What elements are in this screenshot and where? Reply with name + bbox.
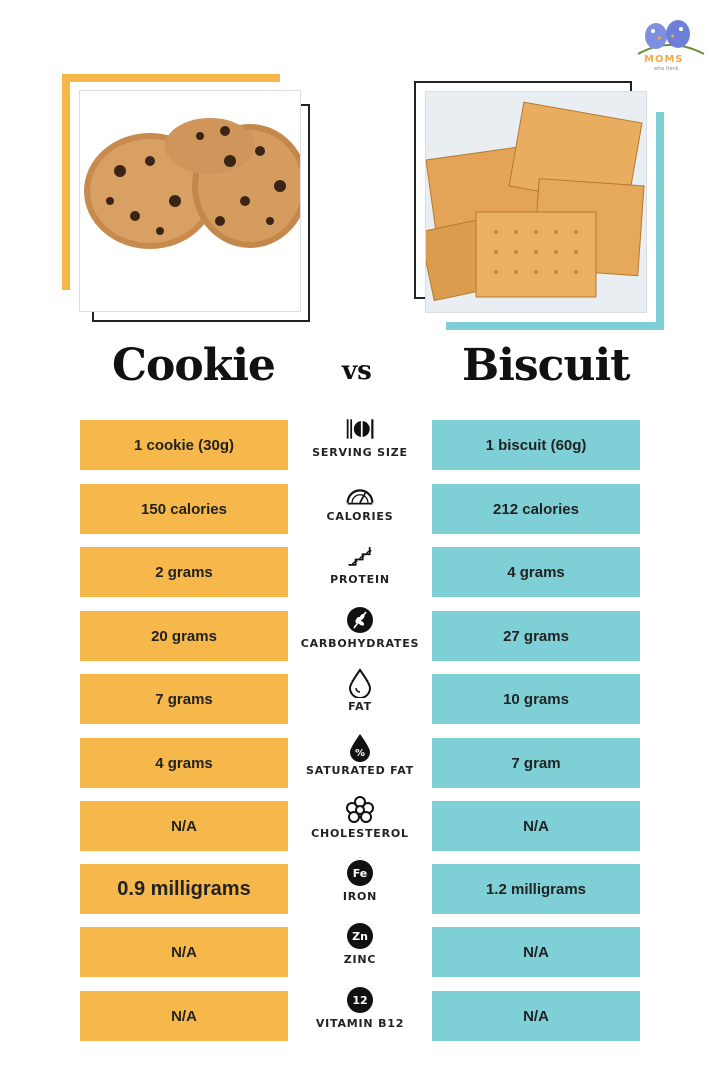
row-fat: 7 grams FAT 10 grams [0,668,720,724]
row-serving-size: 1 cookie (30g) SERVING SIZE 1 biscuit (6… [0,419,720,470]
percent-drop-icon: % [345,732,375,762]
label-vitamin-b12: VITAMIN B12 [315,1017,405,1030]
biscuit-calories: 212 calories [432,484,640,534]
label-carbohydrates: CARBOHYDRATES [300,637,420,650]
iron-badge-text: Fe [347,860,373,886]
cookie-zinc: N/A [80,927,288,977]
cookie-fat: 7 grams [80,674,288,724]
label-saturated-fat: SATURATED FAT [306,764,414,777]
cookie-serving-size: 1 cookie (30g) [80,420,288,470]
label-cholesterol: CHOLESTEROL [311,827,409,840]
cookie-iron: 0.9 milligrams [80,864,288,914]
b12-badge-text: 12 [347,987,373,1013]
oil-drop-icon [345,668,375,698]
biscuit-cholesterol: N/A [432,801,640,851]
biscuit-zinc: N/A [432,927,640,977]
cookie-photo [80,91,300,311]
utensils-plate-icon [345,414,375,444]
row-carbohydrates: 20 grams CARBOHYDRATES 27 grams [0,607,720,661]
wheat-icon [345,605,375,635]
label-zinc: ZINC [343,953,377,966]
protein-helix-icon [345,541,375,571]
cookie-protein: 2 grams [80,547,288,597]
cookie-saturated-fat: 4 grams [80,738,288,788]
row-calories: 150 calories CALORIES 212 calories [0,484,720,534]
cookie-accent-frame [62,74,280,290]
label-protein: PROTEIN [330,573,390,586]
row-protein: 2 grams PROTEIN 4 grams [0,547,720,597]
label-fat: FAT [348,700,372,713]
row-vitamin-b12: N/A 12 VITAMIN B12 N/A [0,987,720,1041]
biscuit-photo [426,92,646,312]
row-iron: 0.9 milligrams Fe IRON 1.2 milligrams [0,860,720,914]
b12-badge-icon: 12 [345,985,375,1015]
label-calories: CALORIES [326,510,394,523]
biscuit-carbohydrates: 27 grams [432,611,640,661]
biscuit-iron: 1.2 milligrams [432,864,640,914]
biscuit-protein: 4 grams [432,547,640,597]
zinc-badge-icon: Zn [345,921,375,951]
brand-logo-subtext: who think [654,66,679,72]
brand-logo-text: MOMS [644,54,684,65]
cookie-carbohydrates: 20 grams [80,611,288,661]
svg-text:%: % [355,748,365,759]
vs-label: vs [342,356,372,386]
brand-logo [637,20,705,55]
label-serving-size: SERVING SIZE [312,446,408,459]
iron-badge-icon: Fe [345,858,375,888]
biscuit-accent-frame [446,112,664,330]
gauge-icon [345,478,375,508]
zinc-badge-text: Zn [347,923,373,949]
label-iron: IRON [342,890,378,903]
cookie-vitamin-b12: N/A [80,991,288,1041]
row-zinc: N/A Zn ZINC N/A [0,923,720,977]
biscuit-serving-size: 1 biscuit (60g) [432,420,640,470]
biscuit-title: Biscuit [462,340,630,391]
row-saturated-fat: 4 grams % SATURATED FAT 7 gram [0,734,720,788]
cookie-cholesterol: N/A [80,801,288,851]
cookie-title: Cookie [112,340,276,391]
molecule-icon [345,795,375,825]
biscuit-fat: 10 grams [432,674,640,724]
row-cholesterol: N/A CHOLESTEROL N/A [0,796,720,851]
biscuit-vitamin-b12: N/A [432,991,640,1041]
cookie-calories: 150 calories [80,484,288,534]
biscuit-saturated-fat: 7 gram [432,738,640,788]
